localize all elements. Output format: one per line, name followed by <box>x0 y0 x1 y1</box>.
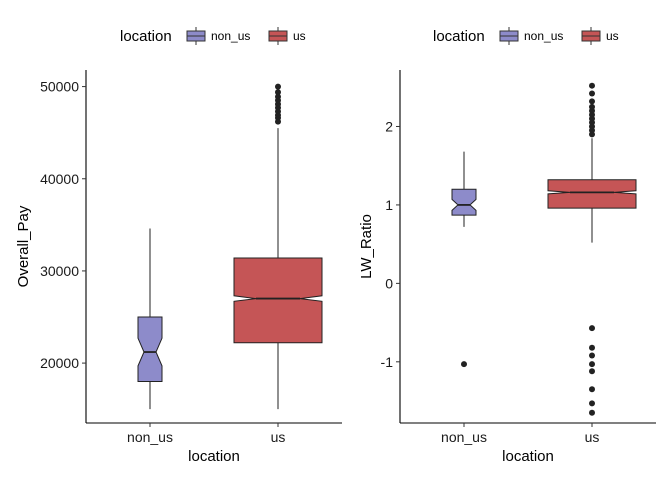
outlier-point <box>589 368 595 375</box>
outlier-point <box>589 409 595 416</box>
outlier-point <box>589 90 595 97</box>
y-tick-label: 1 <box>385 197 393 213</box>
y-tick-label: 20000 <box>40 355 79 371</box>
y-tick-label: 2 <box>385 118 393 134</box>
legend-title: location <box>433 28 485 45</box>
outlier-point <box>461 361 467 368</box>
y-tick-label: -1 <box>381 354 394 370</box>
outlier-point <box>589 361 595 368</box>
outlier-point <box>275 89 281 96</box>
legend-label-non_us: non_us <box>211 29 250 43</box>
outlier-point <box>275 93 281 100</box>
x-tick-label: us <box>585 429 600 445</box>
legend-label-us: us <box>606 29 619 43</box>
outlier-point <box>589 352 595 359</box>
outlier-point <box>589 386 595 393</box>
legend-key-non_us <box>499 27 519 45</box>
outlier-point <box>589 98 595 105</box>
x-axis-title: location <box>188 448 240 465</box>
legend-key-us <box>268 27 288 45</box>
box-body <box>547 179 637 209</box>
box-non_us <box>137 228 163 410</box>
legend-key-non_us <box>186 27 206 45</box>
box-body <box>451 188 477 216</box>
y-tick-label: 0 <box>385 275 393 291</box>
legend: location non_us us <box>433 27 619 45</box>
box-body <box>137 316 163 382</box>
y-tick-label: 30000 <box>40 263 79 279</box>
legend-title: location <box>120 28 172 45</box>
x-tick-label: us <box>271 429 286 445</box>
outlier-point <box>589 344 595 351</box>
y-axis-title: Overall_Pay <box>15 205 32 287</box>
outlier-point <box>275 83 281 90</box>
box-body <box>233 257 323 344</box>
legend-label-non_us: non_us <box>524 29 563 43</box>
legend-key-us <box>581 27 601 45</box>
box-us <box>233 83 323 410</box>
x-axis-title: location <box>502 448 554 465</box>
box-non_us <box>451 151 477 368</box>
x-tick-label: non_us <box>441 429 487 445</box>
outlier-point <box>589 400 595 407</box>
legend-label-us: us <box>293 29 306 43</box>
outlier-point <box>589 325 595 332</box>
chart-panel-1: location non_us us20000300004000050000non_… <box>15 27 342 465</box>
legend: location non_us us <box>120 27 306 45</box>
outlier-point <box>589 82 595 89</box>
y-tick-label: 50000 <box>40 79 79 95</box>
box-us <box>547 82 637 416</box>
y-tick-label: 40000 <box>40 171 79 187</box>
x-tick-label: non_us <box>127 429 173 445</box>
outlier-point <box>589 103 595 110</box>
y-axis-title: LW_Ratio <box>358 214 375 279</box>
